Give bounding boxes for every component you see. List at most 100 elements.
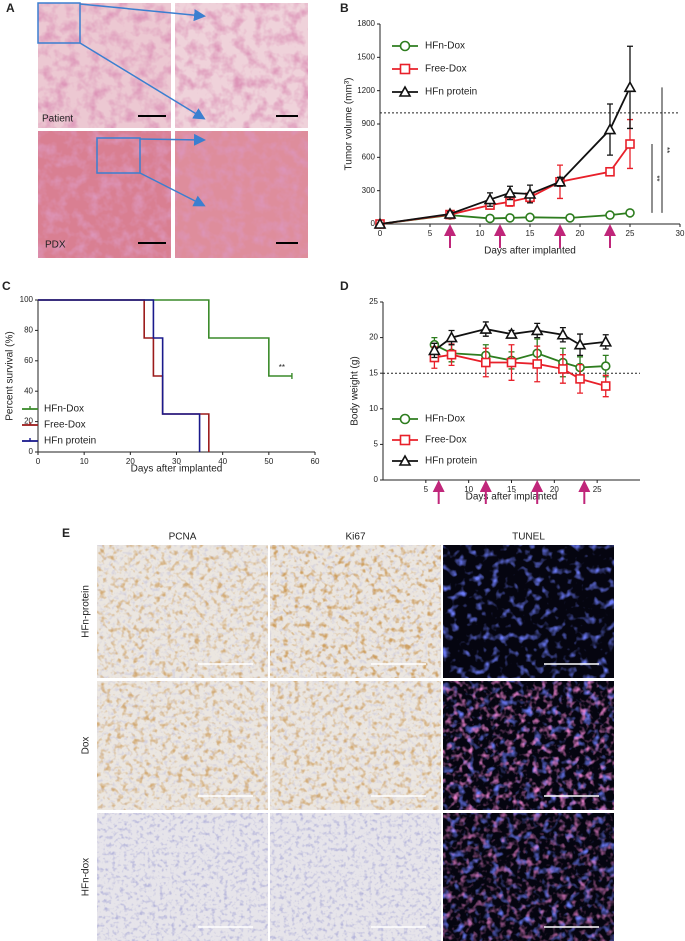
ihc-texture — [270, 813, 441, 941]
data-point — [525, 212, 535, 223]
data-point — [479, 322, 493, 334]
data-point — [575, 374, 585, 384]
legend-label: Free-Dox — [44, 420, 86, 431]
y-tick-label: 20 — [369, 333, 378, 342]
column-header: PCNA — [169, 532, 197, 543]
column-header: Ki67 — [345, 532, 365, 543]
panel-label: B — [340, 1, 349, 15]
x-tick-label: 10 — [80, 457, 89, 466]
y-axis-label: Percent survival (%) — [5, 331, 16, 420]
x-tick-label: 0 — [36, 457, 41, 466]
data-point — [532, 359, 543, 369]
legend-label: HFn-Dox — [44, 404, 84, 415]
y-tick-label: 900 — [362, 119, 376, 128]
data-point — [446, 349, 457, 360]
data-point — [373, 217, 387, 229]
data-point — [553, 175, 567, 187]
x-tick-label: 15 — [526, 229, 535, 238]
y-tick-label: 0 — [371, 219, 376, 228]
y-tick-label: 300 — [362, 186, 376, 195]
y-tick-label: 20 — [24, 417, 33, 426]
y-tick-label: 100 — [20, 295, 34, 304]
ihc-texture — [270, 681, 441, 810]
x-tick-label: 40 — [218, 457, 227, 466]
ihc-texture — [97, 545, 268, 678]
x-tick-label: 10 — [476, 229, 485, 238]
y-tick-label: 10 — [369, 404, 378, 413]
x-axis-label: Days after implanted — [484, 246, 576, 257]
legend-label: HFn protein — [425, 456, 477, 467]
x-axis-label: Days after implanted — [131, 464, 223, 475]
legend-marker — [399, 63, 411, 75]
data-point — [445, 330, 458, 343]
row-label: Dox — [81, 737, 92, 755]
legend-marker — [399, 434, 411, 446]
survival-curve — [38, 299, 292, 377]
y-axis-label: Body weight (g) — [350, 356, 361, 425]
data-point — [485, 213, 495, 224]
series-line — [379, 86, 631, 225]
y-tick-label: 5 — [374, 440, 379, 449]
series-line — [379, 143, 631, 225]
significance-label: ** — [652, 175, 661, 181]
y-tick-label: 40 — [24, 386, 33, 395]
data-point — [605, 210, 615, 220]
y-tick-label: 0 — [374, 475, 379, 484]
data-point — [565, 213, 575, 223]
legend-label: Free-Dox — [425, 64, 467, 75]
x-tick-label: 10 — [464, 485, 473, 494]
data-point — [600, 381, 611, 391]
data-point — [600, 361, 611, 371]
data-point — [428, 343, 441, 356]
x-tick-label: 30 — [172, 457, 181, 466]
x-tick-label: 25 — [626, 229, 635, 238]
data-point — [599, 335, 613, 347]
row-label: HFn-dox — [81, 858, 92, 896]
data-point — [505, 327, 518, 339]
data-point — [523, 187, 537, 199]
data-point — [625, 139, 635, 149]
y-tick-label: 60 — [24, 356, 33, 365]
tunel-texture — [443, 813, 614, 941]
data-point — [603, 122, 617, 135]
x-tick-label: 25 — [593, 485, 602, 494]
legend-marker — [399, 413, 411, 425]
significance-label: ** — [279, 363, 285, 372]
x-tick-label: 5 — [428, 229, 433, 238]
y-tick-label: 15 — [369, 368, 378, 377]
ihc-texture — [270, 545, 441, 678]
survival-curve — [38, 299, 201, 452]
image-label: PDX — [45, 240, 66, 251]
x-tick-label: 5 — [424, 485, 429, 494]
ihc-texture — [97, 813, 268, 941]
y-tick-label: 80 — [24, 326, 33, 335]
x-tick-label: 15 — [507, 485, 516, 494]
legend-label: Free-Dox — [425, 435, 467, 446]
y-tick-label: 1200 — [357, 86, 375, 95]
data-point — [443, 207, 457, 219]
data-point — [573, 338, 587, 350]
panel-label: A — [6, 1, 15, 15]
staining-grid — [96, 545, 615, 941]
data-point — [480, 357, 491, 368]
x-tick-label: 20 — [576, 229, 585, 238]
tunel-texture — [443, 545, 614, 678]
y-tick-label: 1800 — [357, 19, 375, 28]
panel-label: C — [2, 279, 11, 293]
legend-marker — [398, 454, 412, 466]
significance-label: ** — [662, 147, 671, 153]
x-tick-label: 60 — [311, 457, 320, 466]
legend-label: HFn protein — [44, 436, 96, 447]
panel-label: E — [62, 526, 70, 540]
x-tick-label: 50 — [264, 457, 273, 466]
legend-marker — [399, 40, 411, 52]
row-label: HFn-protein — [81, 585, 92, 638]
legend-label: HFn-Dox — [425, 414, 465, 425]
y-tick-label: 25 — [369, 297, 378, 306]
data-point — [505, 213, 515, 223]
data-point — [483, 192, 497, 205]
data-point — [556, 328, 570, 340]
data-point — [625, 208, 635, 218]
image-label: Patient — [42, 114, 73, 125]
